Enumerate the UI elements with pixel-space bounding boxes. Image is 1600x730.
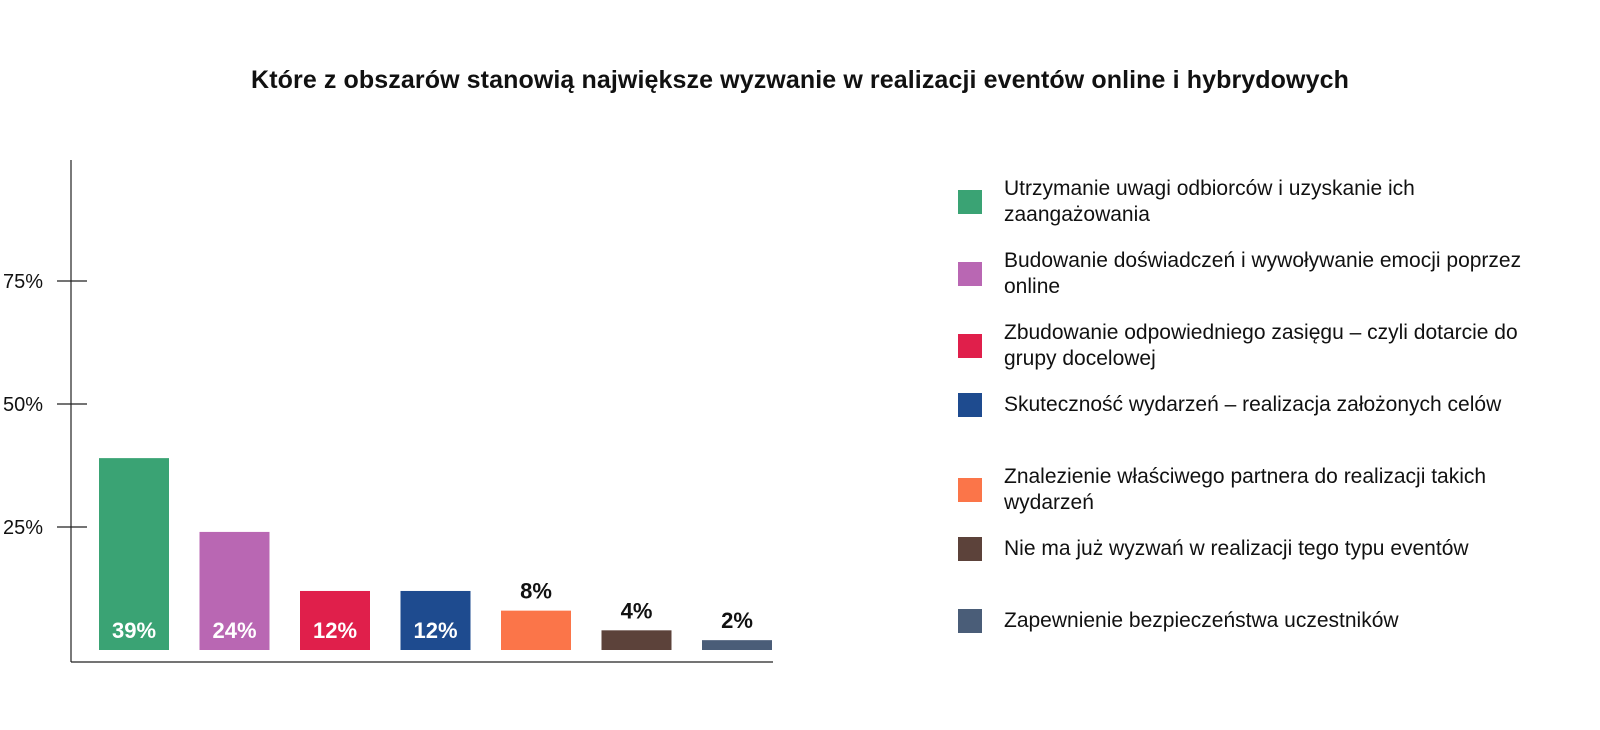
legend-item: Zbudowanie odpowiedniego zasięgu – czyli…: [958, 320, 1558, 380]
bar-labels: 39% 24% 12% 12% 8% 4% 2%: [112, 579, 753, 643]
legend-item: Budowanie doświadczeń i wywoływanie emoc…: [958, 248, 1558, 308]
bar: [702, 640, 772, 650]
bars: [99, 458, 772, 650]
legend-label: Zapewnienie bezpieczeństwa uczestników: [1004, 609, 1399, 632]
legend-swatch: [958, 478, 982, 502]
legend-swatch: [958, 393, 982, 417]
legend-label: Skuteczność wydarzeń – realizacja założo…: [1004, 393, 1502, 416]
bar: [601, 630, 672, 650]
legend-label: Utrzymanie uwagi odbiorców i uzyskanie i…: [1004, 177, 1415, 226]
legend-label: Nie ma już wyzwań w realizacji tego typu…: [1004, 537, 1469, 560]
y-tick-label: 25%: [3, 517, 43, 539]
legend-swatch: [958, 190, 982, 214]
legend-swatch: [958, 262, 982, 286]
bar-value-label: 8%: [520, 579, 552, 604]
bar-value-label: 4%: [621, 598, 653, 623]
bar: [400, 590, 471, 650]
bar: [300, 590, 370, 650]
y-ticks: 25% 50% 75%: [3, 271, 87, 539]
legend-swatch: [958, 334, 982, 358]
y-tick-label: 75%: [3, 271, 43, 293]
y-tick-label: 50%: [3, 394, 43, 416]
bar: [199, 531, 270, 650]
bar-value-label: 12%: [413, 618, 457, 643]
bar-value-label: 39%: [112, 618, 156, 643]
axes: [70, 160, 773, 663]
legend-item: Zapewnienie bezpieczeństwa uczestników: [958, 608, 1558, 668]
legend-item: Znalezienie właściwego partnera do reali…: [958, 464, 1558, 524]
legend-swatch: [958, 609, 982, 633]
bar-value-label: 12%: [313, 618, 357, 643]
legend-swatch: [958, 537, 982, 561]
bar-value-label: 2%: [721, 608, 753, 633]
legend-label: Zbudowanie odpowiedniego zasięgu – czyli…: [1004, 321, 1518, 370]
bar: [501, 610, 571, 650]
legend-label: Znalezienie właściwego partnera do reali…: [1004, 465, 1487, 514]
chart-title: Które z obszarów stanowią największe wyz…: [251, 66, 1349, 94]
legend-item: Nie ma już wyzwań w realizacji tego typu…: [958, 536, 1558, 596]
legend-item: Utrzymanie uwagi odbiorców i uzyskanie i…: [958, 176, 1558, 236]
legend-label: Budowanie doświadczeń i wywoływanie emoc…: [1004, 249, 1522, 298]
legend-item: Skuteczność wydarzeń – realizacja założo…: [958, 392, 1558, 452]
bar-value-label: 24%: [212, 618, 256, 643]
bar: [99, 458, 169, 650]
